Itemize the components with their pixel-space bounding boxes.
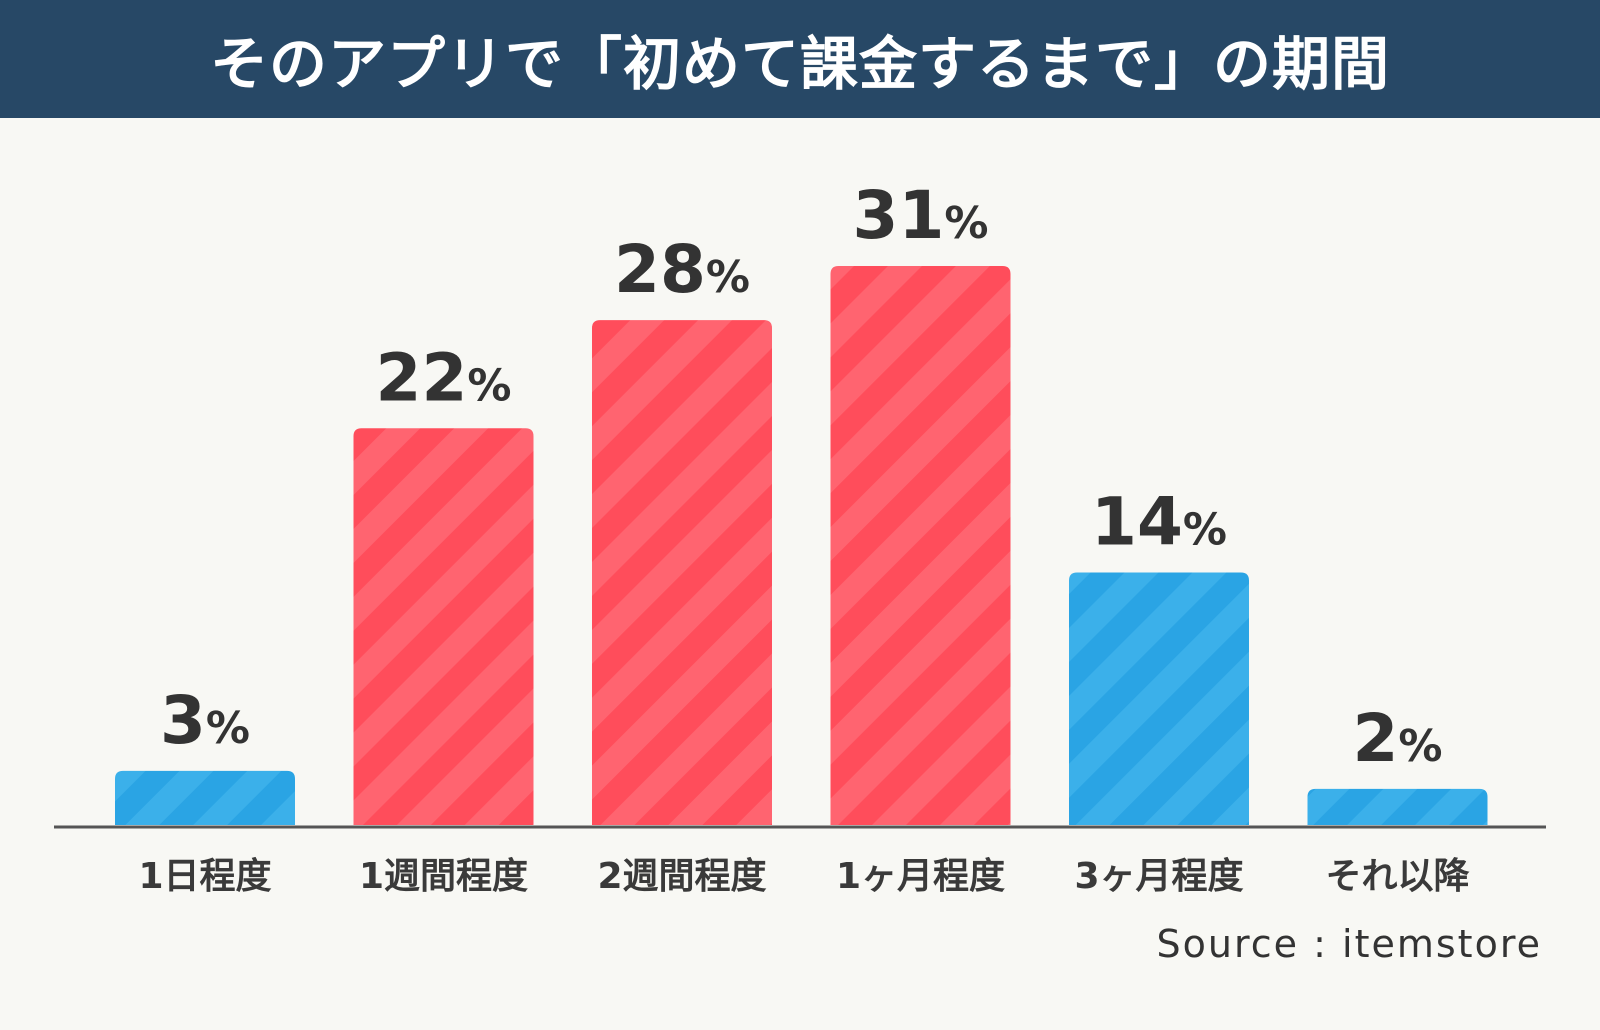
category-label-2: 1週間程度 <box>359 856 528 897</box>
bar-5 <box>1069 572 1249 825</box>
bar-6 <box>1307 788 1488 825</box>
bars-group <box>115 266 1488 825</box>
value-label-1: 3% <box>160 682 250 759</box>
bar-1 <box>115 770 295 825</box>
value-label-3: 28% <box>614 231 750 308</box>
chart-title: そのアプリで「初めて課金するまで」の期間 <box>209 30 1390 98</box>
category-labels-group: 1日程度 1週間程度 2週間程度 1ヶ月程度 3ヶ月程度 それ以降 <box>138 856 1469 897</box>
bar-4 <box>830 266 1011 825</box>
category-label-1: 1日程度 <box>138 856 271 897</box>
category-label-5: 3ヶ月程度 <box>1074 856 1243 897</box>
value-label-2: 22% <box>376 339 512 416</box>
title-bar: そのアプリで「初めて課金するまで」の期間 <box>0 0 1600 118</box>
category-label-6: それ以降 <box>1325 856 1469 897</box>
value-labels-group: 3% 22% 28% 31% 14% 2% <box>160 177 1443 777</box>
value-label-5: 14% <box>1091 484 1227 561</box>
category-label-4: 1ヶ月程度 <box>836 856 1005 897</box>
bar-3 <box>592 320 772 825</box>
value-label-4: 31% <box>853 177 989 254</box>
category-label-3: 2週間程度 <box>597 856 766 897</box>
bar-2 <box>353 428 534 825</box>
source-label: Source : itemstore <box>1156 922 1542 966</box>
value-label-6: 2% <box>1352 700 1442 777</box>
